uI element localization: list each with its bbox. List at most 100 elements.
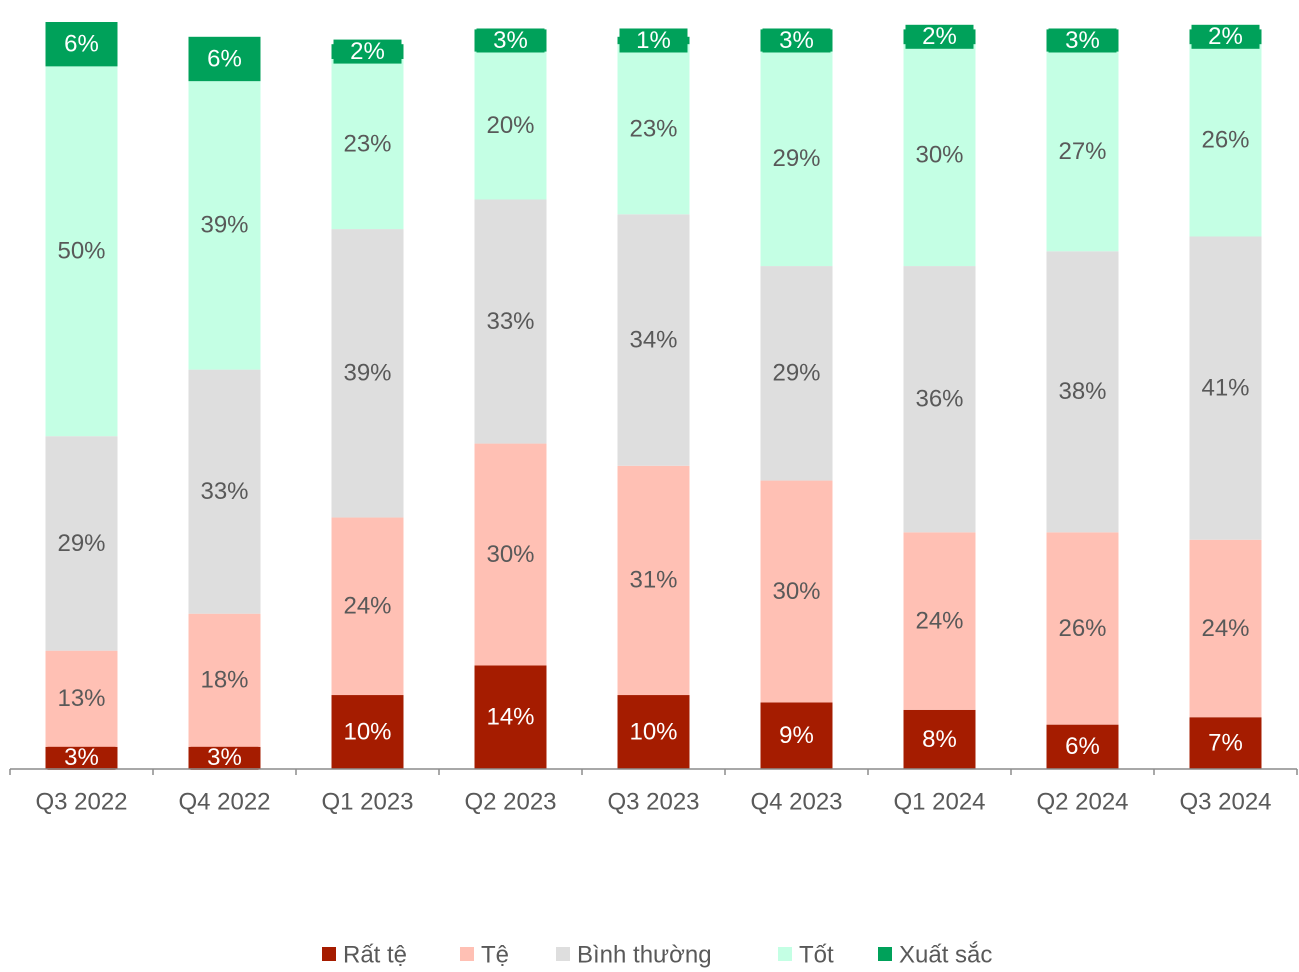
bar-segment (188, 369, 261, 614)
data-label: 50% (57, 238, 105, 265)
bar-segment (331, 229, 404, 518)
label-box (905, 24, 974, 49)
data-label: 2% (922, 23, 957, 50)
bar-segment (760, 480, 833, 703)
label-box (190, 745, 259, 770)
bar-segment (474, 665, 547, 769)
bar-segment (1189, 236, 1262, 540)
bar-segment (617, 465, 690, 696)
bar-segment (45, 22, 118, 67)
legend-label: Tệ (481, 941, 509, 968)
legend-swatch (778, 947, 792, 961)
bar-segment (617, 214, 690, 466)
data-label: 3% (207, 744, 242, 771)
label-box (476, 28, 545, 53)
bar-segment (617, 695, 690, 769)
bar-segment (1046, 51, 1119, 252)
bar-segment (331, 58, 404, 230)
data-label: 26% (1201, 127, 1249, 154)
bar-segment (903, 44, 976, 267)
data-label: 26% (1058, 615, 1106, 642)
data-label: 6% (64, 31, 99, 58)
data-label: 29% (57, 530, 105, 557)
data-label: 3% (779, 27, 814, 54)
data-label: 8% (922, 726, 957, 753)
x-tick-label: Q2 2024 (1036, 788, 1128, 815)
bar-segment (1046, 251, 1119, 533)
data-label: 1% (636, 27, 671, 54)
legend-swatch (322, 947, 336, 961)
data-label: 24% (915, 607, 963, 634)
bar-segment (474, 199, 547, 444)
bar-segment (903, 709, 976, 769)
data-label: 6% (1065, 733, 1100, 760)
bar-segment (474, 51, 547, 200)
bar-segment (1046, 724, 1119, 769)
bar-segment (1046, 532, 1119, 725)
x-tick-label: Q3 2022 (35, 788, 127, 815)
data-label: 30% (772, 578, 820, 605)
data-label: 30% (915, 141, 963, 168)
data-label: 2% (350, 38, 385, 65)
bar-segment (1189, 44, 1262, 237)
data-label: 9% (779, 722, 814, 749)
bar-segment (1189, 539, 1262, 718)
data-label: 3% (1065, 27, 1100, 54)
data-label: 6% (207, 45, 242, 72)
bar-segment (45, 66, 118, 437)
data-label: 27% (1058, 138, 1106, 165)
data-label: 14% (486, 704, 534, 731)
data-label: 2% (1208, 23, 1243, 50)
bar-segment (1189, 717, 1262, 769)
legend-swatch (878, 947, 892, 961)
bar-segment (760, 266, 833, 481)
data-label: 34% (629, 326, 677, 353)
bar-segment (45, 650, 118, 747)
legend-label: Tốt (799, 941, 834, 968)
x-tick-label: Q1 2024 (893, 788, 985, 815)
x-tick-label: Q3 2023 (607, 788, 699, 815)
data-label: 23% (629, 116, 677, 143)
label-box (47, 745, 116, 770)
data-label: 33% (200, 478, 248, 505)
data-label: 23% (343, 130, 391, 157)
data-label: 24% (343, 593, 391, 620)
label-box (1191, 24, 1260, 49)
bar-segment (331, 695, 404, 769)
data-label: 10% (343, 718, 391, 745)
data-label: 29% (772, 145, 820, 172)
bar-segment (760, 702, 833, 769)
x-tick-label: Q3 2024 (1179, 788, 1271, 815)
data-label: 36% (915, 386, 963, 413)
legend-swatch (556, 947, 570, 961)
data-label: 13% (57, 685, 105, 712)
bar-segment (903, 266, 976, 533)
legend-label: Xuất sắc (899, 941, 992, 968)
label-box (619, 28, 688, 53)
data-label: 39% (200, 212, 248, 239)
data-label: 20% (486, 112, 534, 139)
label-box (1048, 28, 1117, 53)
data-label: 38% (1058, 378, 1106, 405)
legend-label: Bình thường (577, 941, 712, 968)
legend-label: Rất tệ (343, 941, 407, 968)
data-label: 30% (486, 541, 534, 568)
data-label: 18% (200, 667, 248, 694)
bar-segment (331, 517, 404, 696)
bar-segment (188, 613, 261, 747)
data-label: 33% (486, 308, 534, 335)
data-label: 39% (343, 360, 391, 387)
label-box (762, 28, 831, 53)
data-label: 31% (629, 567, 677, 594)
legend-swatch (460, 947, 474, 961)
x-tick-label: Q4 2023 (750, 788, 842, 815)
bar-segment (760, 51, 833, 267)
bar-segment (617, 44, 690, 215)
x-tick-label: Q4 2022 (178, 788, 270, 815)
bar-segment (188, 36, 261, 82)
data-label: 3% (64, 744, 99, 771)
label-box (333, 39, 402, 64)
x-tick-label: Q2 2023 (464, 788, 556, 815)
bar-segment (474, 443, 547, 666)
